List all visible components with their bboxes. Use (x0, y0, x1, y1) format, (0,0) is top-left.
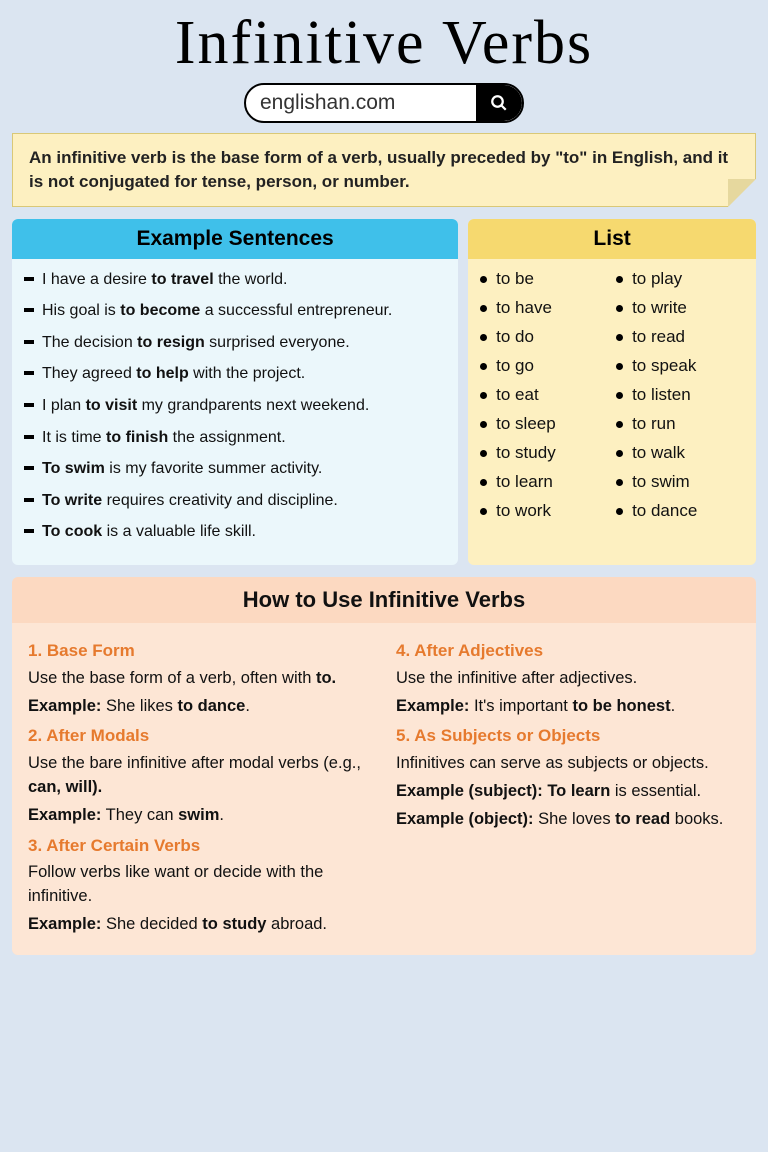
definition-text: An infinitive verb is the base form of a… (29, 148, 728, 191)
howto-heading: 4. After Adjectives (396, 639, 740, 664)
infinitive-item: to write (616, 298, 744, 318)
example-item: To write requires creativity and discipl… (24, 490, 446, 512)
example-item: I plan to visit my grandparents next wee… (24, 395, 446, 417)
infinitive-item: to do (480, 327, 608, 347)
example-item: To swim is my favorite summer activity. (24, 458, 446, 480)
howto-body: 1. Base Form Use the base form of a verb,… (12, 623, 756, 955)
infinitive-item: to swim (616, 472, 744, 492)
infinitive-item: to study (480, 443, 608, 463)
infinitive-item: to play (616, 269, 744, 289)
howto-example: Example (subject): To learn is essential… (396, 780, 740, 804)
howto-title: How to Use Infinitive Verbs (28, 587, 740, 613)
examples-body: I have a desire to travel the world. His … (12, 259, 458, 565)
howto-example: Example: It's important to be honest. (396, 695, 740, 719)
site-name: englishan.com (246, 91, 476, 115)
howto-example: Example: They can swim. (28, 804, 372, 828)
howto-heading: 1. Base Form (28, 639, 372, 664)
howto-desc: Infinitives can serve as subjects or obj… (396, 752, 740, 776)
howto-heading: 3. After Certain Verbs (28, 834, 372, 859)
list-body: to be to have to do to go to eat to sleep to s… (468, 259, 756, 542)
infinitive-item: to eat (480, 385, 608, 405)
infinitive-col-1: to be to have to do to go to eat to sleep to s… (480, 269, 608, 530)
search-pill: englishan.com (244, 83, 524, 123)
example-item: It is time to finish the assignment. (24, 427, 446, 449)
infinitive-item: to work (480, 501, 608, 521)
howto-heading: 2. After Modals (28, 724, 372, 749)
howto-heading: 5. As Subjects or Objects (396, 724, 740, 749)
infinitive-item: to listen (616, 385, 744, 405)
page-title: Infinitive Verbs (12, 8, 756, 79)
howto-desc: Use the base form of a verb, often with … (28, 667, 372, 691)
howto-panel: How to Use Infinitive Verbs 1. Base Form… (12, 577, 756, 955)
example-item: They agreed to help with the project. (24, 363, 446, 385)
page-curl-decoration (728, 179, 756, 207)
list-header: List (468, 219, 756, 259)
examples-header: Example Sentences (12, 219, 458, 259)
example-item: His goal is to become a successful entre… (24, 300, 446, 322)
howto-example: Example (object): She loves to read book… (396, 808, 740, 832)
two-column-row: Example Sentences I have a desire to tra… (12, 219, 756, 565)
howto-desc: Use the infinitive after adjectives. (396, 667, 740, 691)
search-icon[interactable] (476, 85, 522, 121)
infinitive-item: to have (480, 298, 608, 318)
list-panel: List to be to have to do to go to eat to slee… (468, 219, 756, 565)
definition-box: An infinitive verb is the base form of a… (12, 133, 756, 207)
infinitive-item: to sleep (480, 414, 608, 434)
examples-list: I have a desire to travel the world. His … (24, 269, 446, 543)
howto-desc: Follow verbs like want or decide with th… (28, 861, 372, 909)
infinitive-item: to run (616, 414, 744, 434)
infinitive-item: to learn (480, 472, 608, 492)
infinitive-col-2: to play to write to read to speak to listen t… (616, 269, 744, 530)
example-item: I have a desire to travel the world. (24, 269, 446, 291)
infinitive-item: to dance (616, 501, 744, 521)
infinitive-item: to go (480, 356, 608, 376)
examples-panel: Example Sentences I have a desire to tra… (12, 219, 458, 565)
example-item: The decision to resign surprised everyon… (24, 332, 446, 354)
howto-example: Example: She decided to study abroad. (28, 913, 372, 937)
infinitive-item: to read (616, 327, 744, 347)
howto-desc: Use the bare infinitive after modal verb… (28, 752, 372, 800)
howto-example: Example: She likes to dance. (28, 695, 372, 719)
page-container: Infinitive Verbs englishan.com An infini… (0, 0, 768, 963)
howto-col-right: 4. After Adjectives Use the infinitive af… (396, 633, 740, 941)
search-pill-inner: englishan.com (244, 83, 524, 123)
infinitive-item: to speak (616, 356, 744, 376)
howto-col-left: 1. Base Form Use the base form of a verb,… (28, 633, 372, 941)
example-item: To cook is a valuable life skill. (24, 521, 446, 543)
infinitive-columns: to be to have to do to go to eat to sleep to s… (480, 269, 744, 530)
infinitive-item: to be (480, 269, 608, 289)
infinitive-item: to walk (616, 443, 744, 463)
